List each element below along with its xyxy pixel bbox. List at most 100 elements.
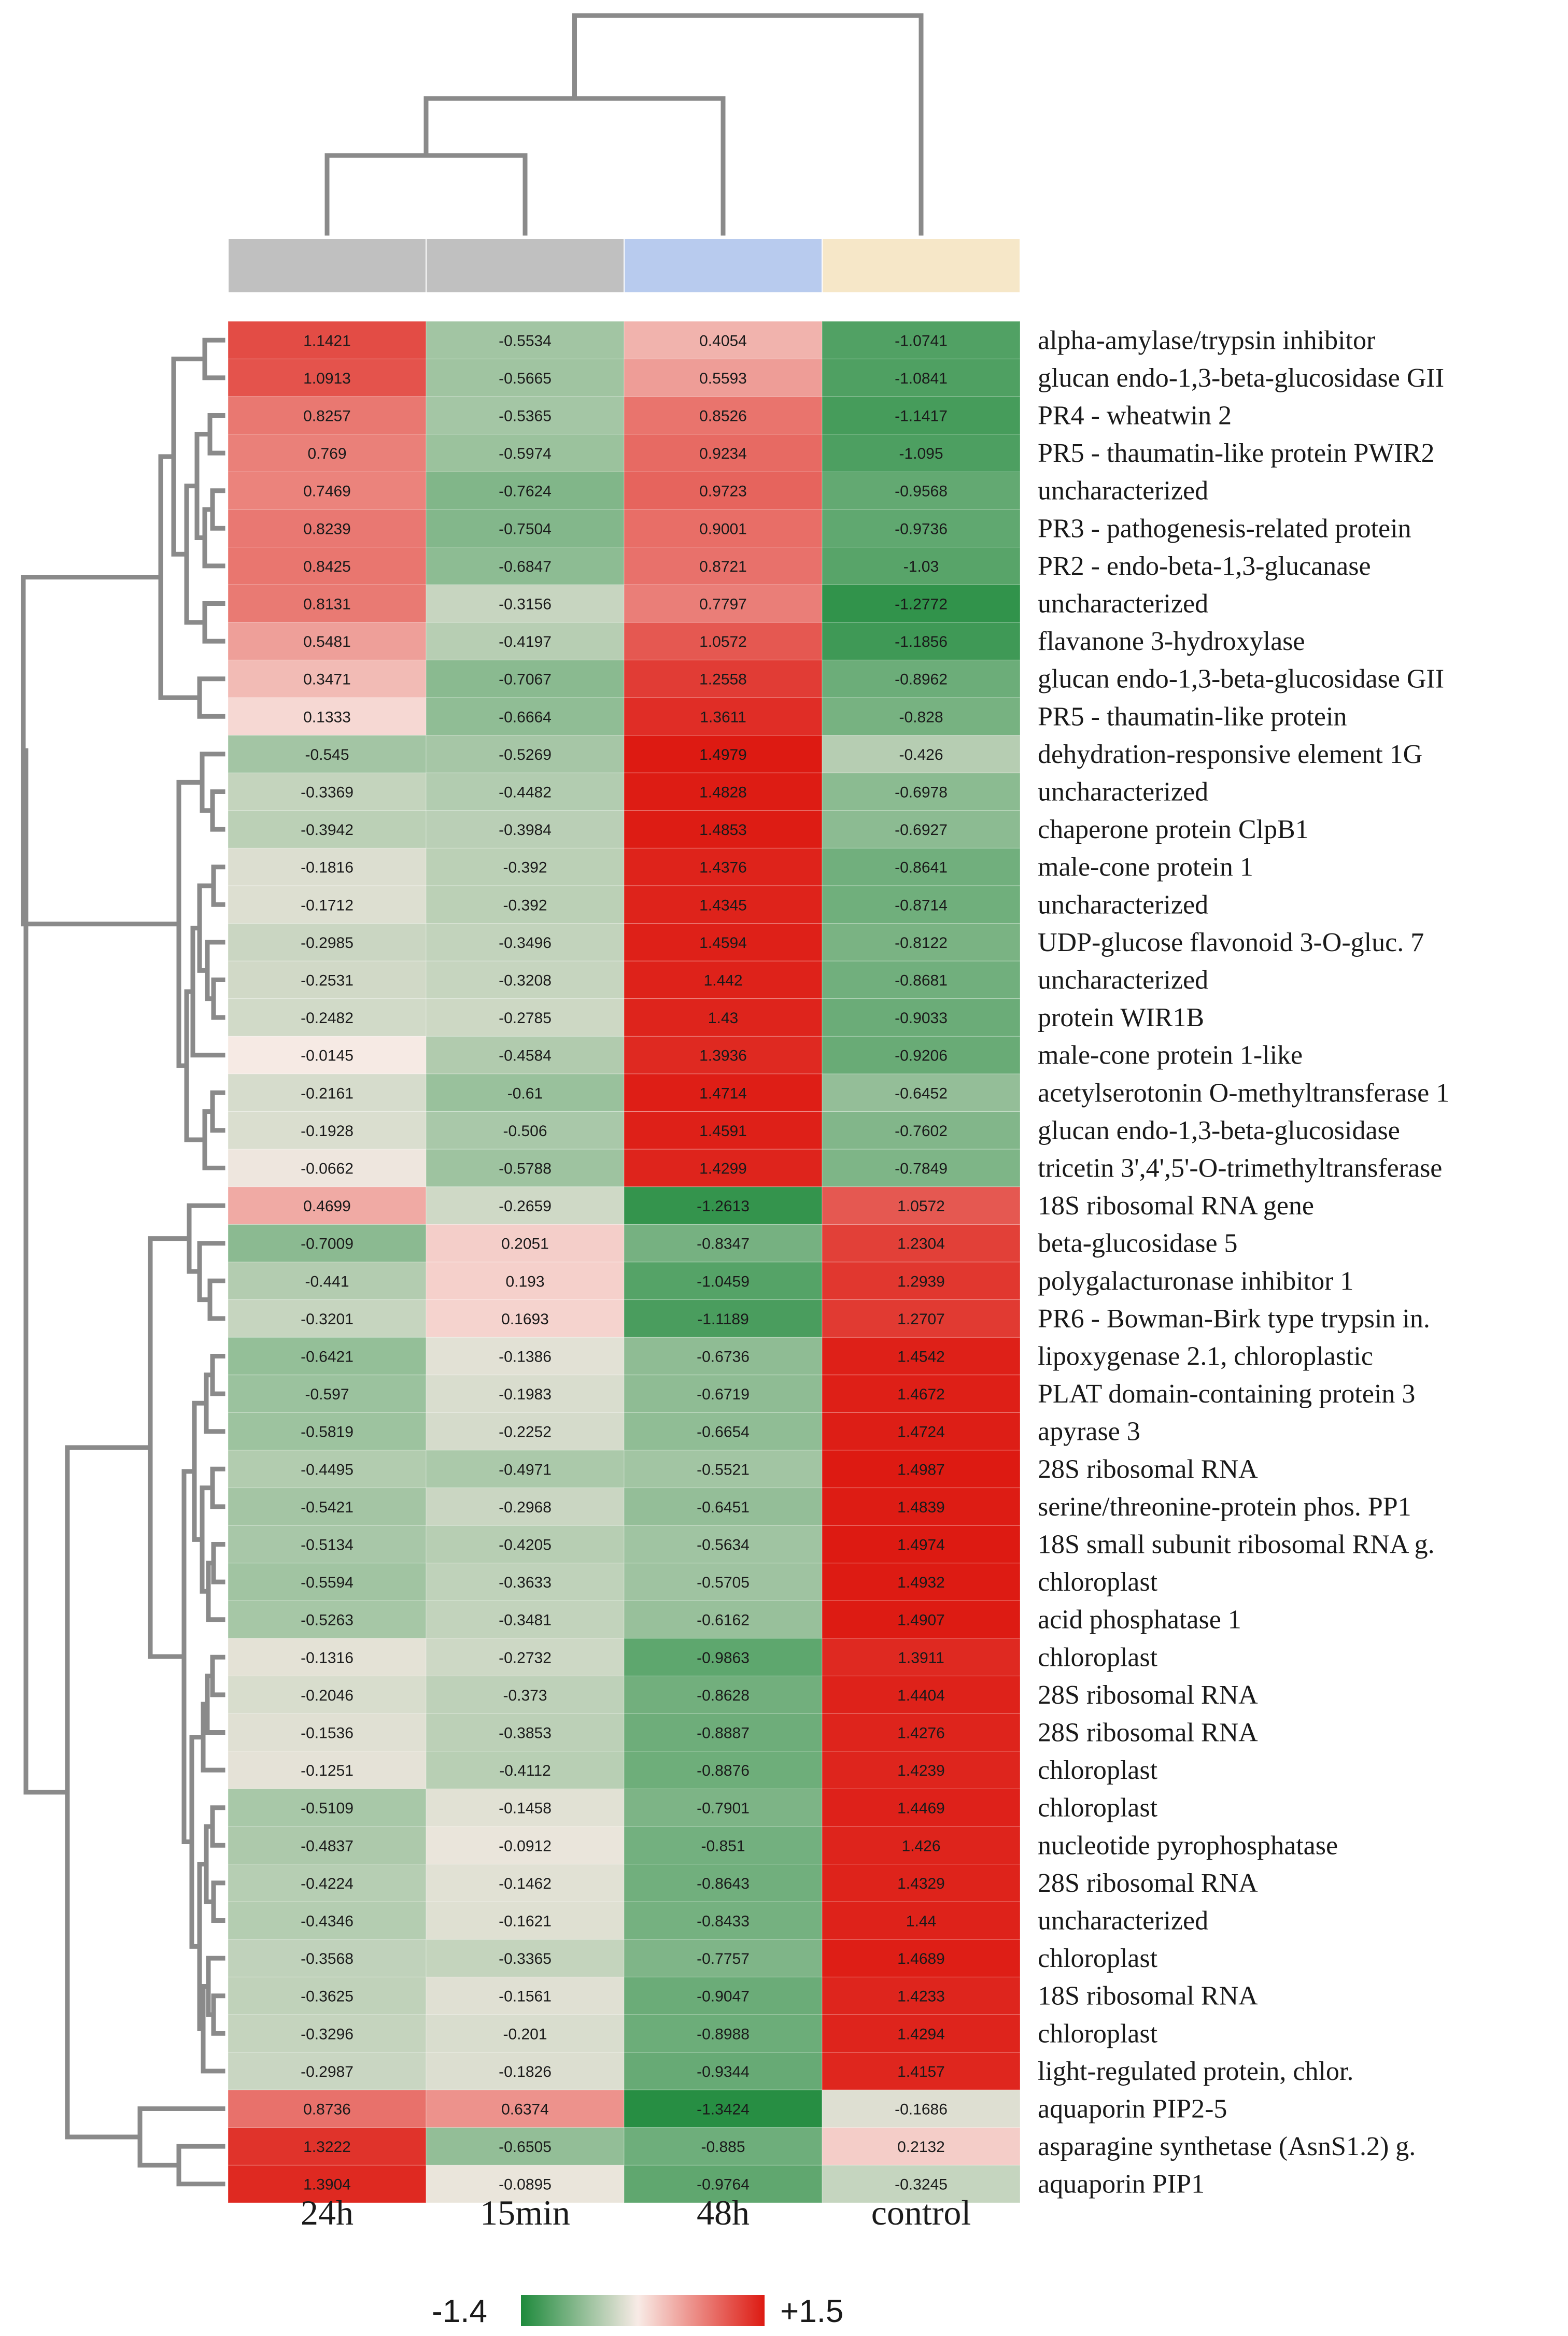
- heatmap-cell: [426, 2052, 625, 2090]
- heatmap-cell: [426, 1073, 625, 1112]
- heatmap-cell: [624, 321, 823, 360]
- heatmap-cell: [822, 1375, 1021, 1413]
- cell-value: 0.2051: [501, 1236, 549, 1253]
- row-label: PR5 - thaumatin-like protein: [1038, 702, 1347, 731]
- row-label: lipoxygenase 2.1, chloroplastic: [1038, 1342, 1373, 1371]
- heatmap-cell: [624, 2127, 823, 2165]
- cell-value: 0.4699: [303, 1198, 351, 1215]
- cell-value: 1.4157: [897, 2063, 945, 2080]
- heatmap-cell: [822, 434, 1021, 472]
- heatmap-cell: [426, 735, 625, 773]
- heatmap-cell: [228, 547, 427, 585]
- heatmap-cell: [228, 434, 427, 472]
- heatmap-cell: [228, 1299, 427, 1338]
- cell-value: -0.9736: [895, 520, 948, 537]
- heatmap-cell: [228, 2127, 427, 2165]
- cell-value: -0.4205: [499, 1537, 552, 1554]
- row-label: 18S ribosomal RNA: [1038, 1981, 1258, 2011]
- cell-value: -1.095: [899, 445, 943, 462]
- cell-value: -0.6421: [301, 1349, 354, 1366]
- row-label: nucleotide pyrophosphatase: [1038, 1831, 1338, 1860]
- cell-value: 1.2558: [699, 671, 747, 688]
- heatmap-cell: [228, 396, 427, 435]
- heatmap-cell: [426, 2014, 625, 2053]
- cell-value: -0.0662: [301, 1160, 354, 1178]
- heatmap-cell: [624, 1224, 823, 1263]
- row-label: chloroplast: [1038, 1567, 1158, 1597]
- cell-value: -0.8433: [697, 1913, 750, 1930]
- row-label: glucan endo-1,3-beta-glucosidase: [1038, 1116, 1400, 1145]
- heatmap-cell: [624, 1864, 823, 1902]
- heatmap-cell: [624, 584, 823, 623]
- row-dendrogram-branch: [187, 1203, 225, 1274]
- heatmap-cell: [624, 1299, 823, 1338]
- heatmap-cell: [426, 1939, 625, 1977]
- heatmap-cell: [228, 1488, 427, 1526]
- cell-value: -0.597: [305, 1386, 349, 1403]
- cell-value: -0.1826: [499, 2063, 552, 2080]
- heatmap-cell: [228, 2089, 427, 2128]
- heatmap-cell: [228, 622, 427, 660]
- row-label: chloroplast: [1038, 1755, 1158, 1785]
- row-label: PR4 - wheatwin 2: [1038, 401, 1232, 431]
- heatmap-cell: [426, 359, 625, 397]
- heatmap-cell: [822, 1337, 1021, 1376]
- heatmap-cell: [228, 509, 427, 548]
- heatmap-cell: [228, 1412, 427, 1451]
- cell-value: -0.6452: [895, 1085, 948, 1102]
- heatmap-cell: [624, 2014, 823, 2053]
- heatmap-cell: [822, 2127, 1021, 2165]
- cell-value: -0.61: [507, 1085, 543, 1102]
- cell-value: -0.2482: [301, 1010, 354, 1027]
- cell-value: -0.3296: [301, 2026, 354, 2043]
- heatmap-cell: [624, 547, 823, 585]
- cell-value: 1.3911: [898, 1649, 944, 1666]
- heatmap-cell: [822, 1563, 1021, 1601]
- heatmap-cell: [228, 1525, 427, 1564]
- heatmap-cell: [426, 697, 625, 736]
- cell-value: -0.8643: [697, 1875, 750, 1892]
- column-group-bar-48h: [624, 238, 823, 293]
- heatmap-cell: [624, 1337, 823, 1376]
- heatmap-cell: [426, 2127, 625, 2165]
- heatmap-cell: [822, 2164, 1021, 2203]
- heatmap-cell: [624, 885, 823, 924]
- cell-value: -0.3369: [301, 784, 354, 801]
- cell-value: 1.4239: [897, 1762, 945, 1779]
- heatmap-cell: [228, 923, 427, 961]
- heatmap-cell: [624, 1751, 823, 1789]
- heatmap-cell: [822, 1111, 1021, 1150]
- cell-value: -0.5134: [301, 1537, 354, 1554]
- heatmap-cell: [426, 1111, 625, 1150]
- cell-value: 0.9001: [699, 520, 747, 537]
- heatmap-cell: [624, 810, 823, 848]
- column-group-bar: [228, 238, 1021, 293]
- heatmap-cell: [228, 321, 427, 360]
- cell-value: -0.4224: [301, 1875, 354, 1892]
- row-dendrogram: [21, 337, 225, 2187]
- cell-value: 1.4345: [699, 897, 747, 914]
- row-label: 28S ribosomal RNA: [1038, 1680, 1258, 1710]
- heatmap-cell: [624, 960, 823, 999]
- cell-value: 1.4828: [699, 784, 747, 801]
- row-dendrogram-branch: [65, 1445, 153, 2140]
- heatmap-cell: [228, 1073, 427, 1112]
- cell-value: 1.4672: [897, 1386, 945, 1403]
- cell-value: 1.4979: [699, 746, 747, 763]
- cell-value: -0.2987: [301, 2063, 354, 2080]
- heatmap-cell: [822, 1713, 1021, 1752]
- cell-value: -0.4346: [301, 1913, 354, 1930]
- cell-value: 0.769: [307, 445, 346, 462]
- row-dendrogram-branch: [197, 676, 225, 719]
- cell-value: -0.1458: [499, 1800, 552, 1817]
- heatmap-cell: [228, 1939, 427, 1977]
- cell-value: -0.392: [503, 859, 547, 876]
- heatmap-cell: [426, 1563, 625, 1601]
- cell-value: 1.4329: [897, 1875, 945, 1892]
- cell-value: 0.8257: [303, 408, 351, 425]
- cell-value: -0.1928: [301, 1123, 354, 1140]
- cell-value: -0.4837: [301, 1837, 354, 1854]
- cell-value: -0.7757: [697, 1950, 750, 1967]
- heatmap-cell: [426, 1488, 625, 1526]
- cell-value: 0.9234: [699, 445, 747, 462]
